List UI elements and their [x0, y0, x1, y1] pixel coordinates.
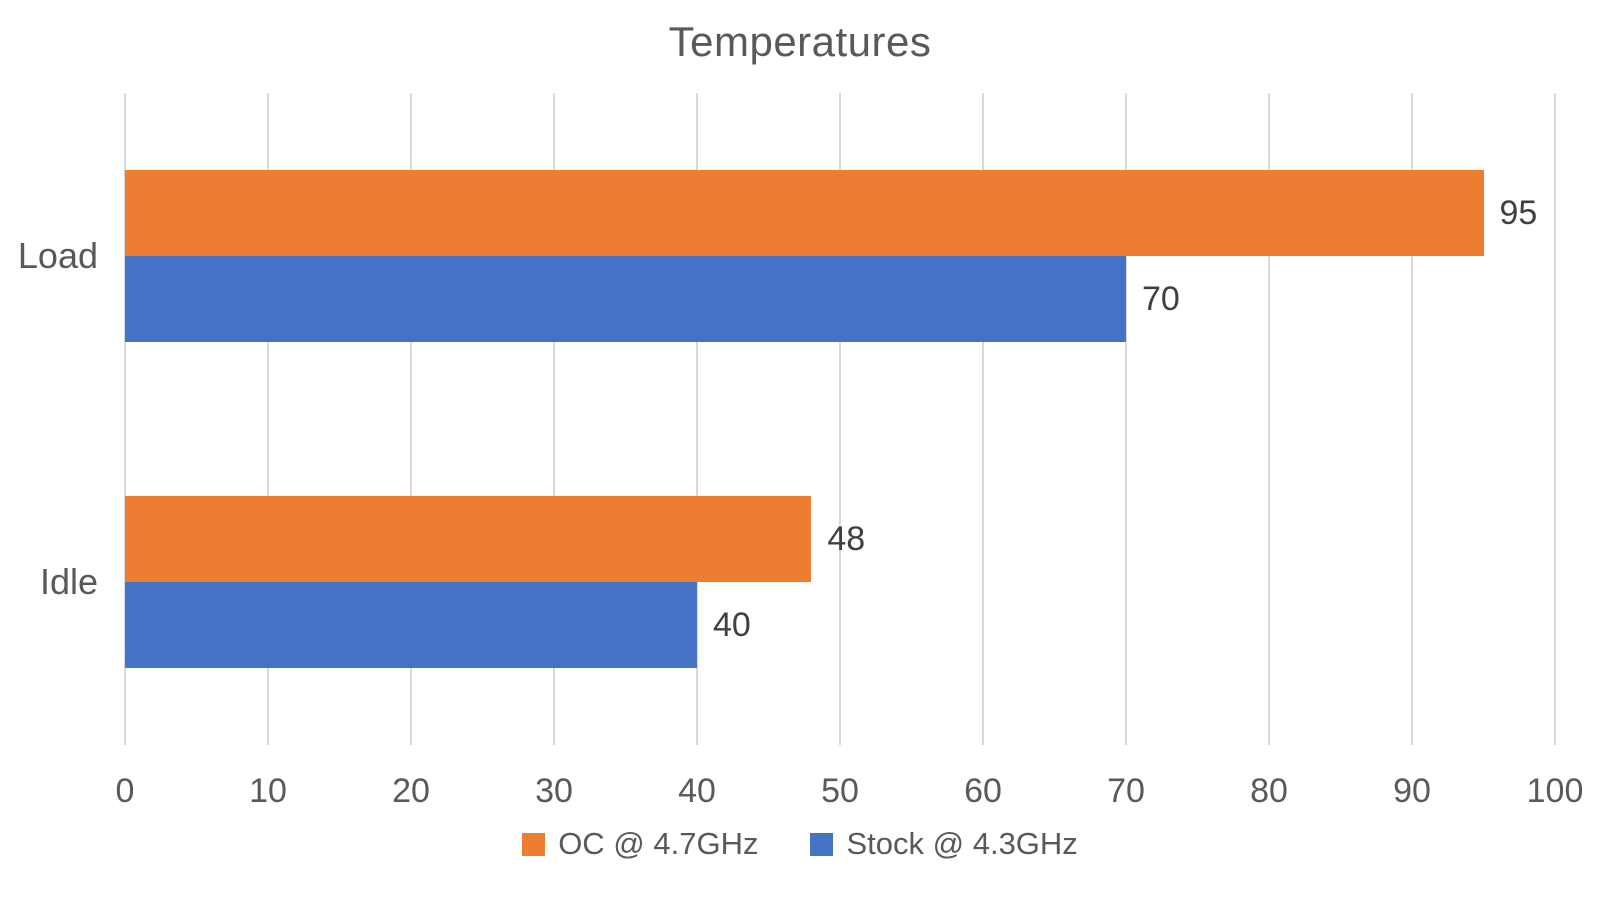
- x-tick-100: 100: [1526, 772, 1584, 810]
- gridline-80: [1268, 93, 1270, 745]
- x-tick-90: 90: [1393, 772, 1431, 810]
- gridline-0: [124, 93, 126, 745]
- value-label-idle-0: 48: [827, 520, 866, 558]
- x-tick-30: 30: [535, 772, 573, 810]
- value-label-load-0: 95: [1499, 194, 1538, 232]
- gridline-40: [696, 93, 698, 745]
- bar-idle-1: [125, 582, 697, 668]
- legend-item-1: Stock @ 4.3GHz: [810, 826, 1078, 862]
- value-label-load-1: 70: [1142, 280, 1180, 318]
- chart-legend: OC @ 4.7GHz Stock @ 4.3GHz: [0, 826, 1600, 862]
- gridline-50: [839, 93, 841, 745]
- gridline-30: [553, 93, 555, 745]
- x-tick-80: 80: [1250, 772, 1288, 810]
- gridline-60: [982, 93, 984, 745]
- plot-area: 95 70 48 40: [124, 93, 1556, 745]
- x-tick-10: 10: [249, 772, 287, 810]
- value-label-idle-1: 40: [713, 606, 751, 644]
- x-tick-40: 40: [678, 772, 716, 810]
- gridline-20: [410, 93, 412, 745]
- legend-swatch-1: [810, 832, 834, 856]
- legend-item-0: OC @ 4.7GHz: [522, 826, 758, 862]
- x-tick-50: 50: [821, 772, 859, 810]
- bar-load-0: [125, 170, 1484, 256]
- gridline-10: [267, 93, 269, 745]
- legend-label-0: OC @ 4.7GHz: [558, 826, 759, 861]
- bar-idle-0: [125, 496, 812, 582]
- x-tick-60: 60: [964, 772, 1002, 810]
- x-tick-70: 70: [1107, 772, 1145, 810]
- legend-label-1: Stock @ 4.3GHz: [846, 826, 1078, 861]
- x-tick-0: 0: [115, 772, 135, 810]
- bar-load-1: [125, 256, 1126, 342]
- gridline-100: [1554, 93, 1556, 745]
- gridline-70: [1125, 93, 1127, 745]
- gridline-90: [1411, 93, 1413, 745]
- chart-title: Temperatures: [668, 18, 932, 65]
- category-label-idle: Idle: [39, 561, 98, 602]
- legend-swatch-0: [522, 832, 546, 856]
- category-label-load: Load: [17, 235, 98, 276]
- x-tick-20: 20: [392, 772, 430, 810]
